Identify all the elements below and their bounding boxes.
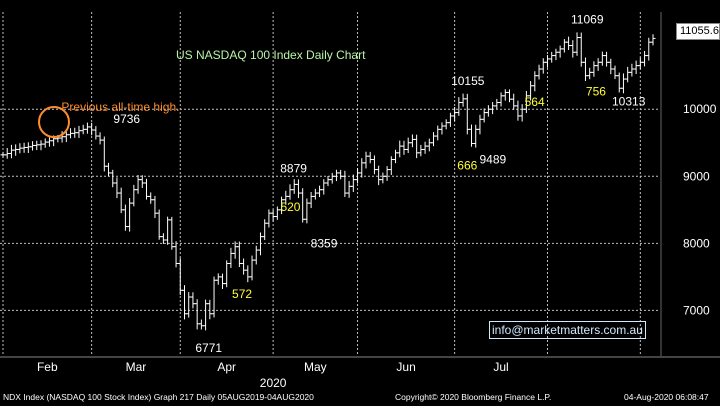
annotation-label: 520 xyxy=(280,200,300,214)
y-tick-label: 7000 xyxy=(683,303,710,317)
x-tick-label: Mar xyxy=(126,360,147,374)
x-tick-label: Jun xyxy=(396,360,415,374)
annotation-label: 564 xyxy=(525,95,545,109)
y-tick-label: 9000 xyxy=(683,169,710,183)
annotation-label: 8879 xyxy=(280,161,307,175)
y-axis: 7000 8000 9000 10000 xyxy=(660,12,717,356)
x-tick-label: Feb xyxy=(37,360,58,374)
footer-timestamp: 04-Aug-2020 06:08:47 xyxy=(624,392,709,402)
chart-title: US NASDAQ 100 Index Daily Chart xyxy=(176,48,366,62)
annotation-label: 572 xyxy=(232,287,252,301)
annotation-label: 9489 xyxy=(480,152,507,166)
price-bars xyxy=(0,32,656,331)
last-price-label: 11055.6 xyxy=(676,23,720,40)
annotation-label: 756 xyxy=(586,85,606,99)
grid-lines xyxy=(0,12,660,356)
annotation-label: 10155 xyxy=(451,74,485,88)
x-year-label: 2020 xyxy=(260,376,287,390)
annotation-label: 10313 xyxy=(612,95,646,109)
annotations: Previous all-time high.9736 6771 572 8879 52… xyxy=(61,13,645,355)
x-tick-label: Apr xyxy=(217,360,236,374)
watermark: info@marketmatters.com.au xyxy=(489,321,646,339)
y-tick-label: 10000 xyxy=(683,102,717,116)
annotation-label: 11069 xyxy=(571,13,604,27)
footer-series-info: NDX Index (NASDAQ 100 Stock Index) Graph… xyxy=(3,392,314,402)
annotation-label: 666 xyxy=(457,158,477,172)
annotation-label: 9736 xyxy=(113,112,140,126)
annotation-label: 8359 xyxy=(311,236,338,250)
y-tick-label: 8000 xyxy=(683,236,710,250)
footer-copyright: Copyright© 2020 Bloomberg Finance L.P. xyxy=(395,392,552,402)
all-time-high-circle xyxy=(38,106,70,138)
annotation-label: 6771 xyxy=(195,341,222,355)
annotation-label: Previous all-time high. xyxy=(61,100,179,114)
footer-bar: NDX Index (NASDAQ 100 Stock Index) Graph… xyxy=(0,390,720,406)
x-axis: Feb Mar Apr May Jun Jul 2020 xyxy=(0,356,720,390)
x-tick-label: May xyxy=(304,360,327,374)
x-tick-label: Jul xyxy=(493,360,508,374)
